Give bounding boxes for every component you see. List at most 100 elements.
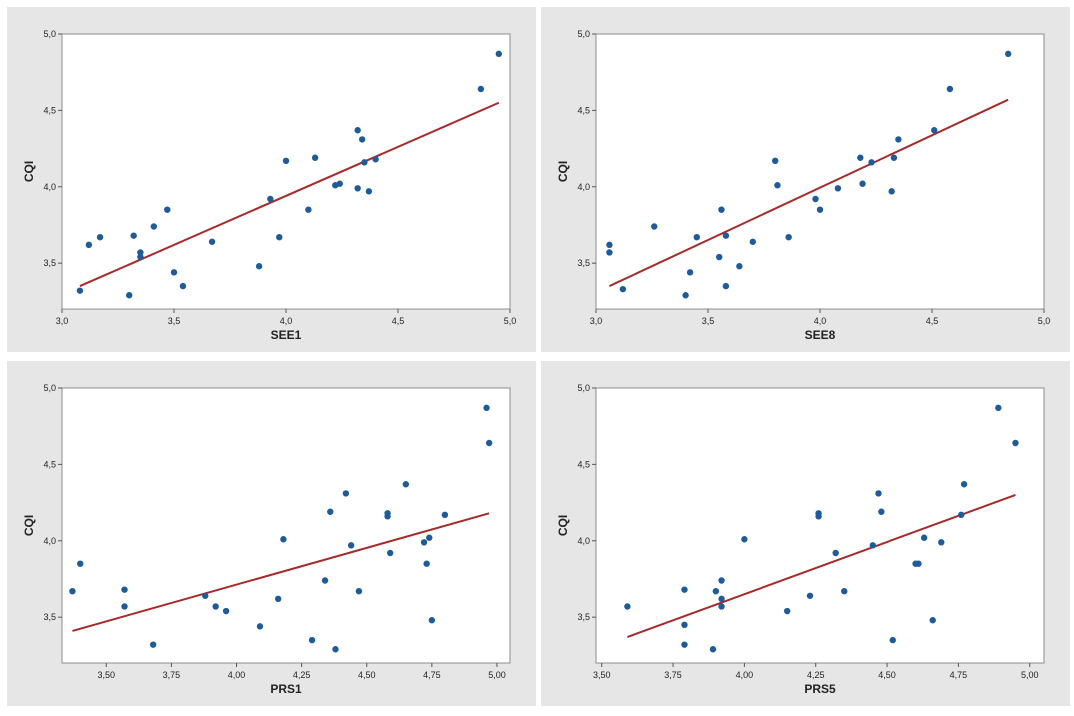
data-point <box>946 85 954 93</box>
data-point <box>651 223 658 230</box>
data-point <box>938 539 945 546</box>
data-point <box>495 50 502 58</box>
y-tick-label: 4,5 <box>43 459 56 469</box>
data-point <box>485 439 493 447</box>
x-axis-title: SEE8 <box>805 328 836 342</box>
data-point <box>920 534 928 541</box>
data-point <box>76 287 84 294</box>
data-point <box>170 269 178 276</box>
data-point <box>477 85 485 93</box>
data-point <box>121 603 128 610</box>
data-point <box>276 233 283 241</box>
data-point <box>812 195 819 203</box>
data-point <box>423 560 430 567</box>
data-point <box>785 233 792 241</box>
y-tick-label: 4,5 <box>577 459 590 469</box>
x-tick-label: 4,50 <box>358 670 376 680</box>
data-point <box>441 511 449 519</box>
data-point <box>718 206 725 213</box>
data-point <box>121 586 128 593</box>
data-point <box>815 510 822 517</box>
data-point <box>718 577 725 584</box>
data-point <box>960 481 968 488</box>
y-tick-label: 4,5 <box>43 105 56 115</box>
data-point <box>305 206 312 213</box>
x-tick-label: 4,25 <box>807 670 825 680</box>
data-point <box>77 560 84 567</box>
data-point <box>832 549 839 557</box>
data-point <box>85 241 93 249</box>
x-tick-label: 3,75 <box>664 670 682 680</box>
data-point <box>875 490 882 497</box>
data-point <box>693 233 700 241</box>
x-axis-title: PRS5 <box>804 682 836 696</box>
data-point <box>859 180 866 187</box>
x-tick-label: 3,5 <box>702 316 715 326</box>
x-tick-label: 3,0 <box>56 316 69 326</box>
data-point <box>774 182 781 189</box>
x-axis-title: PRS1 <box>270 682 302 696</box>
chart-panel-see1: 3,0 3,5 4,0 4,5 5,0 3,5 4,0 4,5 5,0 SEE1 CQI <box>7 7 536 352</box>
y-axis-title: CQI <box>22 161 36 182</box>
data-point <box>718 603 725 610</box>
x-tick-label: 5,0 <box>504 316 517 326</box>
data-point <box>772 157 779 165</box>
y-tick-label: 4,0 <box>43 182 56 192</box>
data-point <box>834 185 842 192</box>
x-tick-label: 4,75 <box>423 670 441 680</box>
data-point <box>164 206 171 213</box>
data-point <box>96 233 104 241</box>
data-point <box>402 481 410 488</box>
chart-see8: 3,0 3,5 4,0 4,5 5,0 3,5 4,0 4,5 5,0 SEE8 CQI <box>556 29 1050 342</box>
x-tick-label: 3,5 <box>168 316 181 326</box>
data-point <box>624 603 631 610</box>
data-point <box>327 508 334 515</box>
data-point <box>749 238 756 245</box>
data-point <box>321 577 329 584</box>
y-tick-label: 3,5 <box>577 612 590 622</box>
fit-line <box>79 101 500 287</box>
x-axis-title: SEE1 <box>271 328 302 342</box>
data-point <box>686 269 694 276</box>
data-point <box>868 159 875 166</box>
chart-panel-prs5: 3,50 3,75 4,00 4,25 4,50 4,75 5,00 3,5 4,0 4,5 5,0… <box>541 361 1070 706</box>
data-point <box>736 263 743 270</box>
data-point <box>716 253 723 261</box>
data-point <box>709 646 717 653</box>
x-tick-label: 4,5 <box>392 316 405 326</box>
data-point <box>355 587 363 595</box>
x-tick-label: 3,50 <box>98 670 116 680</box>
data-point <box>342 490 350 497</box>
data-point <box>274 595 282 603</box>
x-tick-label: 4,50 <box>878 670 896 680</box>
data-point <box>256 623 264 630</box>
data-point <box>384 510 391 517</box>
x-tick-label: 4,0 <box>280 316 293 326</box>
data-point <box>208 238 216 245</box>
data-point <box>915 560 922 567</box>
data-point <box>69 587 76 595</box>
data-point <box>179 282 187 290</box>
data-point <box>857 154 864 161</box>
chart-prs1: 3,50 3,75 4,00 4,25 4,50 4,75 5,00 3,5 4,0 4,5 5,0… <box>22 383 511 696</box>
data-point <box>483 404 490 412</box>
data-point <box>426 534 433 541</box>
data-point <box>212 603 219 610</box>
y-tick-label: 5,0 <box>43 29 56 39</box>
x-tick-label: 4,25 <box>293 670 311 680</box>
y-tick-label: 4,0 <box>577 182 590 192</box>
x-tick-label: 3,75 <box>163 670 181 680</box>
x-tick-label: 4,5 <box>926 316 939 326</box>
data-point <box>1004 50 1012 58</box>
data-point <box>889 636 896 644</box>
data-point <box>358 136 366 143</box>
data-point <box>1012 439 1019 447</box>
data-point <box>722 232 730 239</box>
data-point <box>365 188 373 195</box>
chart-panel-prs1: 3,50 3,75 4,00 4,25 4,50 4,75 5,00 3,5 4,0 4,5 5,0… <box>7 361 536 706</box>
x-tick-label: 5,00 <box>1021 670 1039 680</box>
chart-see1: 3,0 3,5 4,0 4,5 5,0 3,5 4,0 4,5 5,0 SEE1 CQI <box>22 29 517 342</box>
data-point <box>681 641 688 648</box>
plot-area <box>595 387 1045 664</box>
data-point <box>619 285 627 293</box>
